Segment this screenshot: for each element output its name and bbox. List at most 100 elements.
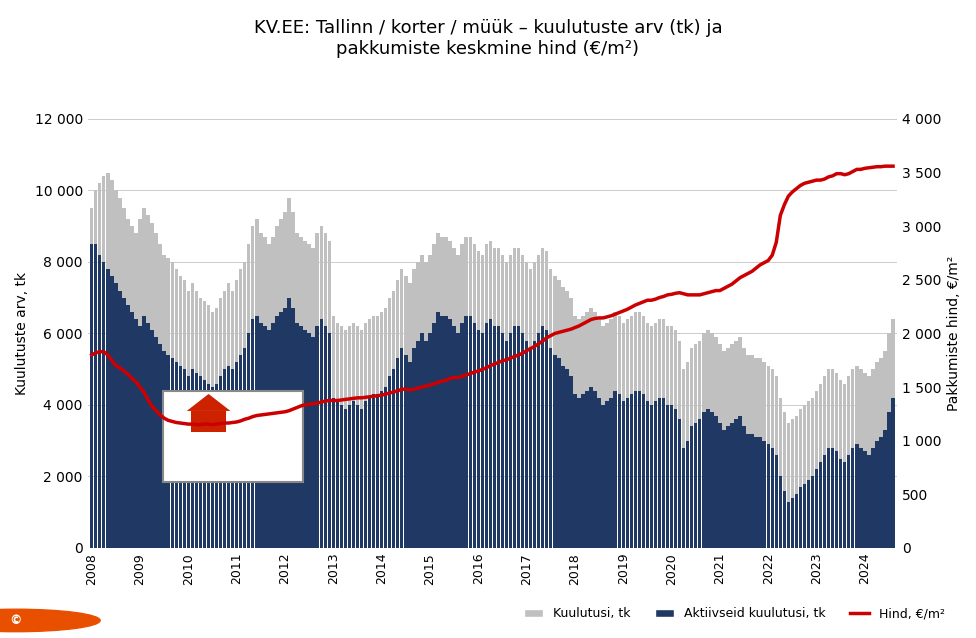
- Bar: [605, 323, 609, 548]
- Bar: [347, 405, 351, 548]
- Bar: [223, 290, 226, 548]
- Bar: [98, 183, 102, 548]
- Bar: [569, 376, 573, 548]
- Bar: [593, 390, 596, 548]
- Bar: [388, 298, 391, 548]
- Bar: [307, 334, 311, 548]
- Bar: [485, 244, 488, 548]
- Bar: [711, 334, 713, 548]
- Bar: [533, 262, 537, 548]
- Bar: [641, 394, 645, 548]
- Bar: [811, 398, 814, 548]
- Bar: [440, 237, 444, 548]
- Bar: [199, 376, 202, 548]
- Bar: [553, 276, 556, 548]
- Bar: [360, 408, 363, 548]
- Bar: [722, 352, 725, 548]
- Bar: [545, 330, 549, 548]
- Bar: [328, 334, 331, 548]
- Bar: [247, 334, 251, 548]
- Bar: [194, 373, 198, 548]
- Bar: [186, 376, 190, 548]
- Bar: [872, 369, 874, 548]
- Bar: [726, 426, 730, 548]
- Bar: [751, 355, 753, 548]
- Bar: [843, 383, 846, 548]
- Bar: [787, 423, 790, 548]
- Bar: [356, 405, 359, 548]
- Hind, €/m²: [851, 165, 863, 173]
- Bar: [489, 241, 492, 548]
- Bar: [162, 352, 166, 548]
- Bar: [766, 444, 770, 548]
- Bar: [673, 330, 677, 548]
- Bar: [779, 477, 782, 548]
- Bar: [90, 244, 94, 548]
- Text: ©: ©: [10, 614, 22, 627]
- Bar: [194, 290, 198, 548]
- Bar: [545, 251, 549, 548]
- Bar: [525, 262, 528, 548]
- Bar: [868, 376, 871, 548]
- Bar: [779, 398, 782, 548]
- Bar: [512, 326, 516, 548]
- Bar: [146, 323, 149, 548]
- Bar: [98, 255, 102, 548]
- Bar: [264, 237, 266, 548]
- Bar: [167, 355, 170, 548]
- Bar: [251, 226, 255, 548]
- Bar: [139, 326, 142, 548]
- Bar: [364, 323, 367, 548]
- Bar: [561, 287, 564, 548]
- Bar: [336, 323, 339, 548]
- Bar: [243, 348, 246, 548]
- Bar: [319, 226, 323, 548]
- Bar: [557, 280, 560, 548]
- Bar: [122, 298, 126, 548]
- Bar: [633, 390, 637, 548]
- Bar: [549, 348, 552, 548]
- Bar: [432, 244, 435, 548]
- Bar: [807, 480, 810, 548]
- Bar: [658, 398, 661, 548]
- Bar: [718, 423, 721, 548]
- Bar: [135, 234, 138, 548]
- Bar: [400, 348, 403, 548]
- Bar: [666, 326, 670, 548]
- Bar: [654, 401, 657, 548]
- Bar: [875, 362, 878, 548]
- Bar: [231, 369, 234, 548]
- Bar: [815, 470, 818, 548]
- Bar: [525, 341, 528, 548]
- Bar: [751, 434, 753, 548]
- Bar: [706, 408, 710, 548]
- Bar: [711, 412, 713, 548]
- Bar: [775, 376, 778, 548]
- Bar: [505, 341, 508, 548]
- Bar: [783, 491, 786, 548]
- Bar: [271, 323, 274, 548]
- Bar: [255, 316, 259, 548]
- Bar: [130, 312, 134, 548]
- Bar: [770, 369, 774, 548]
- Bar: [582, 394, 585, 548]
- Bar: [436, 312, 440, 548]
- Bar: [436, 234, 440, 548]
- Bar: [690, 426, 693, 548]
- Bar: [219, 298, 223, 548]
- Bar: [609, 398, 613, 548]
- Bar: [646, 323, 649, 548]
- Bar: [626, 398, 629, 548]
- Bar: [275, 226, 278, 548]
- Bar: [827, 369, 831, 548]
- Bar: [448, 241, 452, 548]
- Bar: [171, 359, 174, 548]
- Bar: [883, 352, 887, 548]
- Bar: [332, 398, 335, 548]
- Bar: [586, 390, 589, 548]
- Bar: [682, 448, 685, 548]
- Bar: [831, 448, 834, 548]
- Bar: [235, 362, 238, 548]
- Bar: [678, 419, 681, 548]
- Bar: [142, 316, 145, 548]
